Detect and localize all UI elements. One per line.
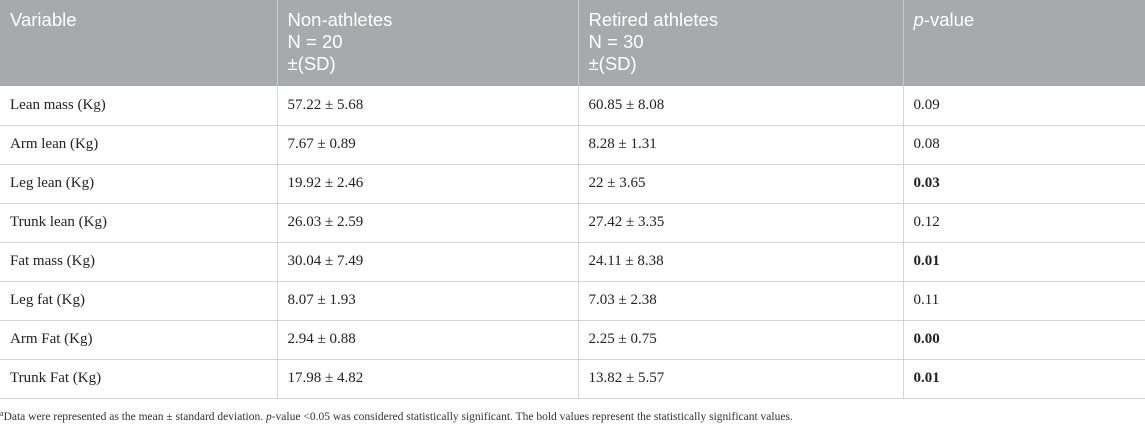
cell-retired-athletes: 60.85 ± 8.08 bbox=[577, 86, 903, 126]
table-footnote: aData were represented as the mean ± sta… bbox=[0, 409, 1145, 423]
header-non-athletes-title: Non-athletes bbox=[287, 9, 393, 30]
header-non-athletes-sd: ±(SD) bbox=[287, 53, 336, 74]
cell-non-athletes: 30.04 ± 7.49 bbox=[276, 242, 578, 282]
cell-non-athletes: 8.07 ± 1.93 bbox=[276, 281, 578, 321]
cell-non-athletes: 26.03 ± 2.59 bbox=[276, 203, 578, 243]
cell-retired-athletes: 7.03 ± 2.38 bbox=[577, 281, 903, 321]
cell-non-athletes: 57.22 ± 5.68 bbox=[276, 86, 578, 126]
cell-p-value: 0.01 bbox=[902, 242, 1145, 282]
header-p-value: p-value bbox=[902, 0, 1145, 86]
cell-non-athletes: 2.94 ± 0.88 bbox=[276, 320, 578, 360]
cell-variable: Leg lean (Kg) bbox=[0, 164, 277, 204]
cell-retired-athletes: 22 ± 3.65 bbox=[577, 164, 903, 204]
table-row: Leg fat (Kg) 8.07 ± 1.93 7.03 ± 2.38 0.1… bbox=[0, 281, 1145, 321]
table-row: Leg lean (Kg) 19.92 ± 2.46 22 ± 3.65 0.0… bbox=[0, 164, 1145, 204]
table-header: Variable Non-athletes N = 20 ±(SD) Retir… bbox=[0, 0, 1145, 86]
cell-retired-athletes: 24.11 ± 8.38 bbox=[577, 242, 903, 282]
cell-variable: Fat mass (Kg) bbox=[0, 242, 277, 282]
table-row: Lean mass (Kg) 57.22 ± 5.68 60.85 ± 8.08… bbox=[0, 86, 1145, 126]
header-non-athletes-n: N = 20 bbox=[287, 31, 343, 52]
footnote-marker: a bbox=[0, 409, 4, 418]
cell-p-value: 0.08 bbox=[902, 125, 1145, 165]
footnote-p-italic: p bbox=[265, 411, 272, 423]
cell-variable: Trunk lean (Kg) bbox=[0, 203, 277, 243]
table-row: Trunk Fat (Kg) 17.98 ± 4.82 13.82 ± 5.57… bbox=[0, 359, 1145, 399]
cell-non-athletes: 17.98 ± 4.82 bbox=[276, 359, 578, 399]
footnote-text-2: -value <0.05 was considered statisticall… bbox=[271, 411, 793, 423]
header-variable: Variable bbox=[0, 0, 277, 86]
cell-variable: Arm lean (Kg) bbox=[0, 125, 277, 165]
cell-retired-athletes: 27.42 ± 3.35 bbox=[577, 203, 903, 243]
header-retired-sd: ±(SD) bbox=[588, 53, 637, 74]
cell-variable: Trunk Fat (Kg) bbox=[0, 359, 277, 399]
table-row: Arm Fat (Kg) 2.94 ± 0.88 2.25 ± 0.75 0.0… bbox=[0, 320, 1145, 360]
cell-retired-athletes: 8.28 ± 1.31 bbox=[577, 125, 903, 165]
header-retired-n: N = 30 bbox=[588, 31, 644, 52]
table-body: Lean mass (Kg) 57.22 ± 5.68 60.85 ± 8.08… bbox=[0, 86, 1145, 399]
header-p-rest: -value bbox=[923, 9, 975, 30]
header-p-value-label: p-value bbox=[914, 9, 1136, 31]
cell-p-value: 0.01 bbox=[902, 359, 1145, 399]
cell-retired-athletes: 13.82 ± 5.57 bbox=[577, 359, 903, 399]
cell-variable: Arm Fat (Kg) bbox=[0, 320, 277, 360]
table-row: Arm lean (Kg) 7.67 ± 0.89 8.28 ± 1.31 0.… bbox=[0, 125, 1145, 165]
cell-variable: Lean mass (Kg) bbox=[0, 86, 277, 126]
cell-non-athletes: 7.67 ± 0.89 bbox=[276, 125, 578, 165]
cell-retired-athletes: 2.25 ± 0.75 bbox=[577, 320, 903, 360]
cell-p-value: 0.11 bbox=[902, 281, 1145, 321]
cell-p-value: 0.12 bbox=[902, 203, 1145, 243]
cell-p-value: 0.00 bbox=[902, 320, 1145, 360]
header-retired-title: Retired athletes bbox=[588, 9, 719, 30]
cell-non-athletes: 19.92 ± 2.46 bbox=[276, 164, 578, 204]
table-row: Fat mass (Kg) 30.04 ± 7.49 24.11 ± 8.38 … bbox=[0, 242, 1145, 282]
header-retired-athletes: Retired athletes N = 30 ±(SD) bbox=[577, 0, 903, 86]
header-variable-label: Variable bbox=[10, 9, 77, 30]
header-non-athletes: Non-athletes N = 20 ±(SD) bbox=[276, 0, 578, 86]
cell-variable: Leg fat (Kg) bbox=[0, 281, 277, 321]
cell-p-value: 0.03 bbox=[902, 164, 1145, 204]
table-row: Trunk lean (Kg) 26.03 ± 2.59 27.42 ± 3.3… bbox=[0, 203, 1145, 243]
header-row: Variable Non-athletes N = 20 ±(SD) Retir… bbox=[0, 0, 1145, 86]
results-table: Variable Non-athletes N = 20 ±(SD) Retir… bbox=[0, 0, 1145, 399]
footnote-text-1: Data were represented as the mean ± stan… bbox=[3, 411, 266, 423]
cell-p-value: 0.09 bbox=[902, 86, 1145, 126]
header-p-italic: p bbox=[913, 9, 924, 30]
